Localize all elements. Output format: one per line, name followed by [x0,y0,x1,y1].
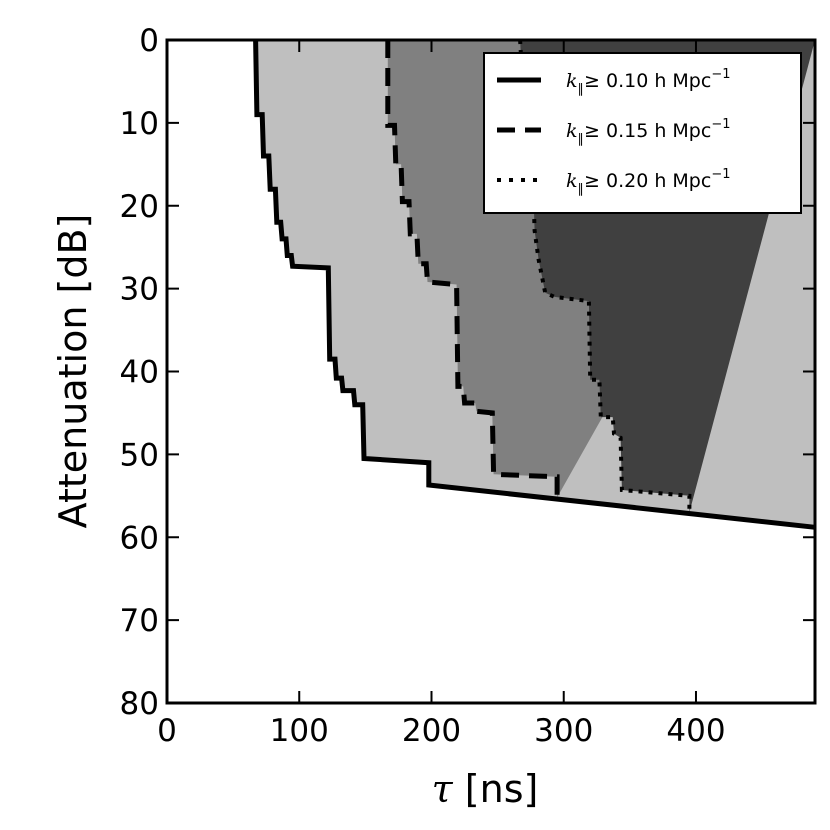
series-line-2 [385,40,560,498]
y-tick-label: 70 [120,603,159,639]
legend-label-1: k∥≥ 0.10 h Mpc−1 [566,67,730,97]
x-tick-label: 300 [534,713,593,749]
x-tick-label: 100 [270,713,329,749]
y-tick-label: 10 [120,106,159,142]
x-tick-label: 0 [157,713,177,749]
y-tick-label: 40 [120,355,159,391]
y-tick-label: 60 [120,520,159,556]
series-lines [253,39,816,530]
y-tick-label: 80 [120,686,159,722]
y-tick-label: 30 [120,272,159,308]
x-tick-label: 200 [402,713,461,749]
y-tick-label: 50 [120,437,159,473]
axis-ticks: 0 100 200 300 400 0 10 20 30 40 50 60 70 80 [120,23,815,749]
legend-label-2: k∥≥ 0.15 h Mpc−1 [566,117,730,147]
series-line-1 [253,39,816,530]
y-axis-title: Attenuation [dB] [51,214,95,529]
y-tick-label: 20 [120,189,159,225]
x-axis-title: τ [ns] [432,767,539,811]
y-tick-label: 0 [139,23,159,59]
x-tick-label: 400 [666,713,725,749]
legend-label-3: k∥≥ 0.20 h Mpc−1 [566,167,730,197]
legend: k∥≥ 0.10 h Mpc−1 k∥≥ 0.15 h Mpc−1 k∥≥ 0.20… [483,52,802,214]
